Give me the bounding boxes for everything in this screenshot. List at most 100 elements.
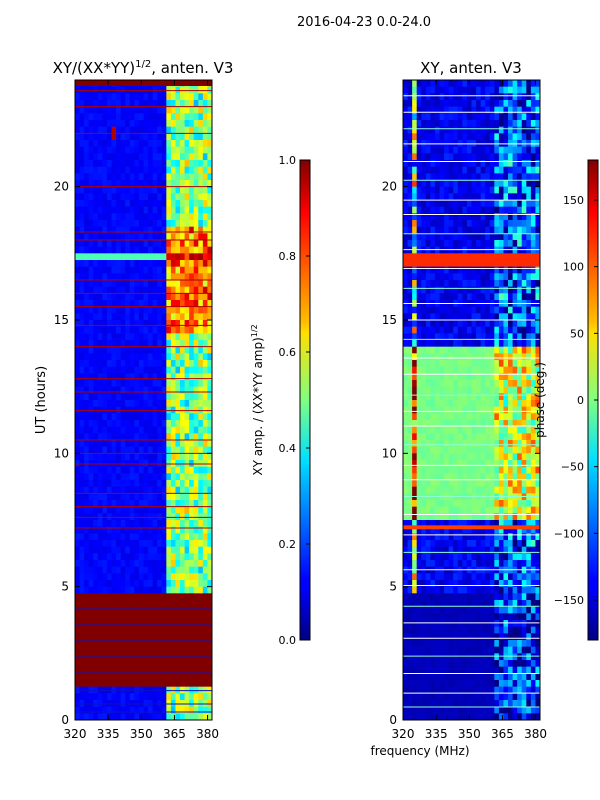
heatmap-cell — [439, 120, 445, 128]
heatmap-cell — [120, 680, 126, 688]
heatmap-cell — [129, 200, 135, 208]
heatmap-cell — [403, 386, 408, 394]
heatmap-cell — [407, 280, 413, 288]
heatmap-cell — [485, 146, 491, 154]
heatmap-cell — [166, 393, 172, 401]
heatmap-cell — [88, 546, 94, 554]
heatmap-cell — [444, 286, 450, 294]
heatmap-cell — [439, 433, 445, 441]
heatmap-cell — [88, 440, 94, 448]
heatmap-cell — [448, 453, 454, 461]
heatmap-cell — [407, 273, 413, 281]
heatmap-cell — [180, 420, 185, 428]
heatmap-cell — [416, 206, 422, 214]
heatmap-cell — [97, 666, 103, 674]
heatmap-cell — [471, 413, 477, 421]
heatmap-cell — [503, 513, 509, 521]
heatmap-cell — [157, 106, 163, 114]
heatmap-cell — [202, 680, 208, 688]
heatmap-cell — [425, 293, 431, 301]
heatmap-cell — [152, 413, 158, 421]
heatmap-cell — [97, 120, 103, 128]
heatmap-cell — [407, 373, 413, 381]
y-tick-label: 0 — [61, 713, 69, 727]
heatmap-cell — [88, 140, 94, 148]
heatmap-cell — [161, 140, 167, 148]
heatmap-cell — [84, 646, 90, 654]
heatmap-cell — [457, 386, 463, 394]
heatmap-cell — [166, 180, 172, 188]
heatmap-cell — [134, 473, 140, 481]
heatmap-cell — [421, 186, 427, 194]
heatmap-cell — [476, 506, 482, 514]
heatmap-cell — [412, 373, 418, 381]
heatmap-cell — [430, 413, 436, 421]
heatmap-cell — [485, 266, 491, 274]
heatmap-cell — [116, 126, 122, 134]
heatmap-cell — [198, 160, 204, 168]
heatmap-cell — [138, 613, 144, 621]
heatmap-cell — [198, 106, 204, 114]
heatmap-cell — [403, 93, 408, 101]
heatmap-cell — [116, 373, 122, 381]
heatmap-cell — [207, 553, 212, 561]
heatmap-cell — [79, 480, 85, 488]
heatmap-cell — [407, 100, 413, 108]
heatmap-cell — [202, 646, 208, 654]
heatmap-cell — [129, 306, 135, 314]
heatmap-cell — [189, 280, 195, 288]
heatmap-cell — [448, 246, 454, 254]
heatmap-cell — [412, 446, 418, 454]
heatmap-cell — [489, 126, 495, 134]
heatmap-cell — [79, 453, 85, 461]
heatmap-cell — [489, 313, 495, 321]
heatmap-cell — [129, 706, 135, 714]
heatmap-cell — [535, 106, 540, 114]
heatmap-cell — [189, 340, 195, 348]
heatmap-cell — [416, 466, 422, 474]
heatmap-cell — [425, 226, 431, 234]
heatmap-cell — [444, 293, 450, 301]
heatmap-cell — [134, 386, 140, 394]
heatmap-cell — [106, 593, 112, 601]
heatmap-cell — [102, 340, 108, 348]
heatmap-cell — [116, 480, 122, 488]
heatmap-cell — [84, 640, 90, 648]
heatmap-cell — [207, 706, 212, 714]
heatmap-cell — [175, 366, 181, 374]
heatmap-cell — [97, 306, 103, 314]
heatmap-cell — [125, 473, 131, 481]
heatmap-cell — [189, 420, 195, 428]
heatmap-cell — [403, 426, 408, 434]
heatmap-cell — [412, 253, 418, 261]
heatmap-cell — [517, 306, 523, 314]
heatmap-cell — [489, 460, 495, 468]
heatmap-cell — [489, 206, 495, 214]
heatmap-cell — [170, 626, 176, 634]
heatmap-cell — [512, 186, 518, 194]
heatmap-cell — [198, 286, 204, 294]
heatmap-cell — [157, 433, 163, 441]
heatmap-cell — [193, 500, 199, 508]
heatmap-cell — [106, 560, 112, 568]
heatmap-cell — [170, 193, 176, 201]
heatmap-cell — [485, 126, 491, 134]
heatmap-cell — [120, 653, 126, 661]
heatmap-cell — [403, 360, 408, 368]
heatmap-cell — [129, 206, 135, 214]
heatmap-cell — [170, 566, 176, 574]
heatmap-cell — [207, 666, 212, 674]
heatmap-cell — [412, 93, 418, 101]
heatmap-cell — [421, 126, 427, 134]
heatmap-cell — [521, 233, 527, 241]
heatmap-cell — [189, 626, 195, 634]
heatmap-cell — [476, 433, 482, 441]
heatmap-cell — [434, 280, 440, 288]
heatmap-cell — [503, 506, 509, 514]
heatmap-cell — [129, 480, 135, 488]
heatmap-cell — [75, 246, 80, 254]
heatmap-cell — [444, 153, 450, 161]
heatmap-cell — [439, 500, 445, 508]
heatmap-cell — [421, 406, 427, 414]
heatmap-cell — [125, 573, 131, 581]
